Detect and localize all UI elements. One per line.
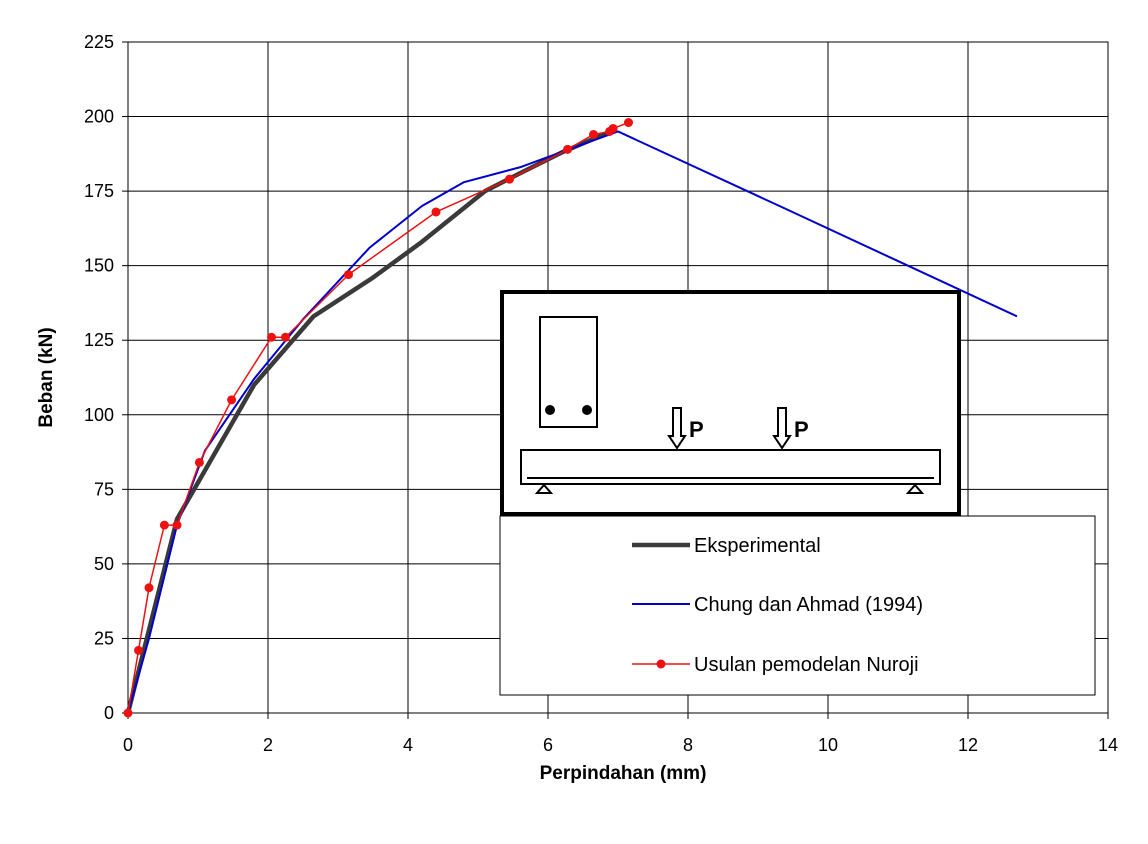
x-axis-label: Perpindahan (mm) [540,763,707,784]
series-2-point-9 [344,270,353,280]
support-left-icon [534,483,554,494]
legend-marker-2 [656,659,666,669]
series-2-point-3 [159,520,169,530]
series-2-point-12 [563,144,573,154]
plot-area [127,41,1109,714]
load-arrow-1 [667,407,687,450]
legend: Eksperimental Chung dan Ahmad (1994) Usula… [499,515,1096,696]
rebar-right [582,405,592,415]
series-2-point-5 [194,457,204,467]
x-tick-label-5: 10 [818,735,838,755]
y-tick-label-6: 150 [84,256,114,276]
y-axis-label: Beban (kN) [36,327,57,427]
legend-label-2: Usulan pemodelan Nuroji [694,654,919,676]
legend-box [499,515,1096,696]
load-label-2: P [794,417,809,442]
series-2-point-11 [505,174,514,184]
series-2-point-7 [267,332,276,342]
series-2-point-16 [624,118,633,128]
rebar-left [545,405,555,415]
support-right-icon [905,483,925,494]
y-tick-label-3: 75 [94,479,114,499]
series-2-point-4 [172,520,182,530]
series-2-point-15 [608,123,618,133]
series-2-point-13 [589,129,598,139]
y-tick-label-2: 50 [94,554,114,574]
y-axis-ticks: 0 25 50 75 100 125 150 175 200 225 [84,32,128,723]
x-tick-label-0: 0 [123,735,133,755]
y-tick-label-1: 25 [94,628,114,648]
y-tick-label-8: 200 [84,107,114,127]
series-2-point-8 [281,332,290,342]
y-tick-label-5: 125 [84,330,114,350]
series-2-point-6 [227,395,237,405]
x-tick-label-6: 12 [958,735,978,755]
series-layer [123,118,1018,718]
y-tick-label-4: 100 [84,405,114,425]
x-tick-label-7: 14 [1098,735,1118,755]
y-tick-label-9: 225 [84,32,114,52]
series-2-point-1 [134,645,143,655]
x-tick-label-3: 6 [543,735,553,755]
y-tick-label-0: 0 [104,703,114,723]
legend-label-1: Chung dan Ahmad (1994) [694,594,923,616]
x-tick-label-4: 8 [683,735,693,755]
x-tick-label-1: 2 [263,735,273,755]
series-2-point-0 [123,708,133,718]
x-axis-ticks: 0 2 4 6 8 10 12 14 [123,713,1118,755]
beam-schematic: P P [500,290,961,516]
series-2-point-10 [431,207,441,217]
load-arrow-2 [772,407,792,450]
legend-label-0: Eksperimental [694,535,821,557]
y-tick-label-7: 175 [84,181,114,201]
x-tick-label-2: 4 [403,735,413,755]
series-2-point-2 [144,583,154,593]
load-label-1: P [689,417,704,442]
